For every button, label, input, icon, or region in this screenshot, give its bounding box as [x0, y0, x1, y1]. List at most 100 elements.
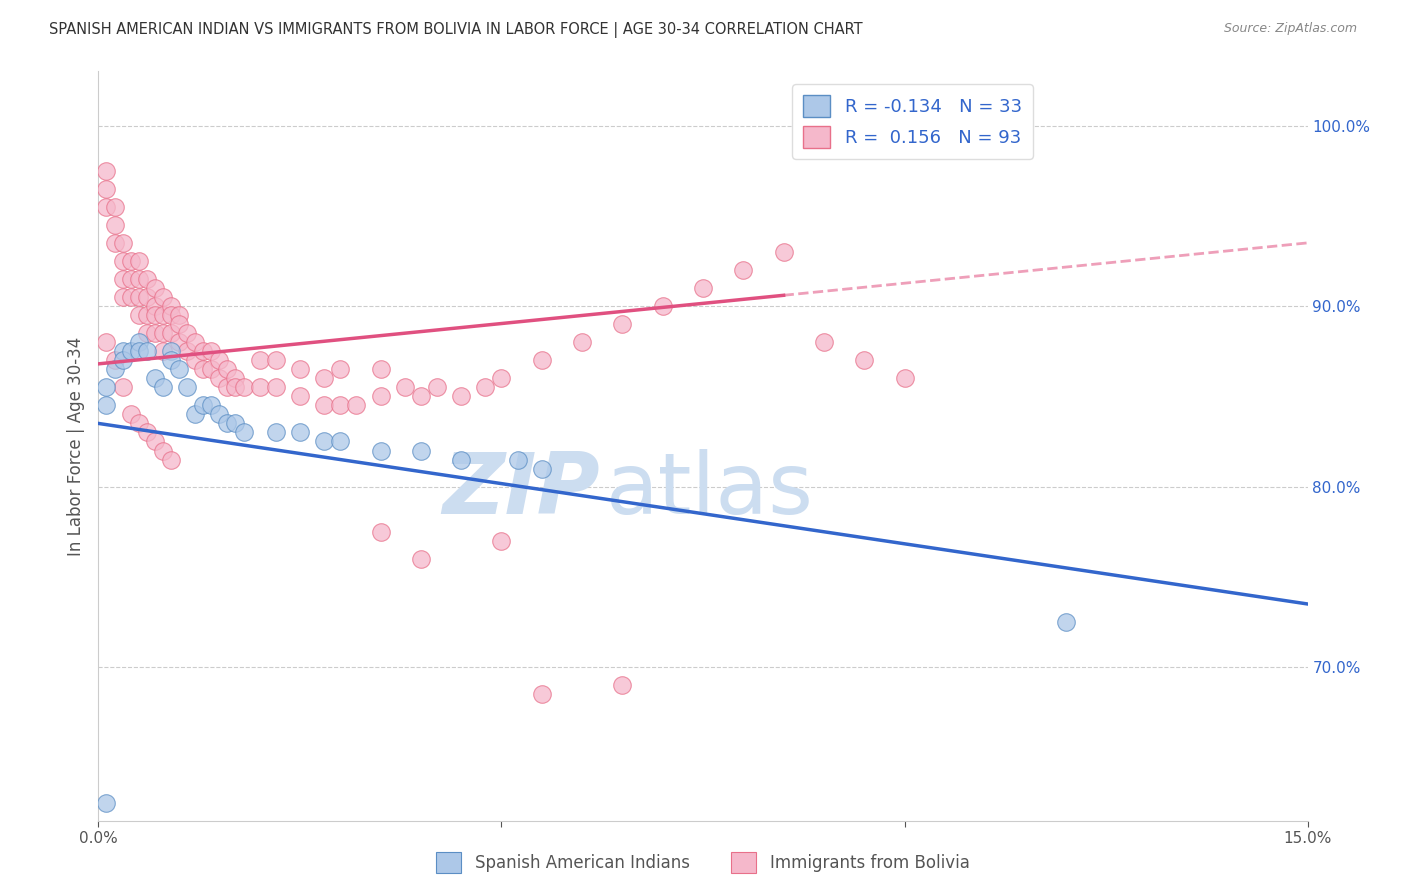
Point: [571, 335, 593, 350]
Point: [143, 434, 166, 449]
Y-axis label: In Labor Force | Age 30-34: In Labor Force | Age 30-34: [66, 336, 84, 556]
Point: [370, 524, 392, 539]
Point: [329, 434, 352, 449]
Point: [96, 200, 118, 214]
Point: [160, 326, 183, 340]
Point: [184, 335, 207, 350]
Point: [264, 353, 287, 368]
Point: [135, 290, 157, 304]
Point: [200, 398, 222, 412]
Point: [128, 272, 150, 286]
Point: [249, 353, 271, 368]
Point: [370, 389, 392, 403]
Point: [135, 344, 157, 359]
Point: [474, 380, 496, 394]
Point: [344, 398, 367, 412]
Point: [224, 380, 246, 394]
Point: [160, 353, 183, 368]
Point: [193, 344, 215, 359]
Point: [135, 272, 157, 286]
Point: [120, 272, 142, 286]
Point: [409, 389, 432, 403]
Point: [288, 389, 311, 403]
Point: [152, 308, 174, 322]
Point: [111, 353, 134, 368]
Point: [193, 398, 215, 412]
Point: [217, 417, 239, 431]
Point: [853, 353, 876, 368]
Point: [167, 362, 190, 376]
Point: [128, 335, 150, 350]
Point: [224, 371, 246, 385]
Point: [111, 235, 134, 250]
Point: [167, 308, 190, 322]
Point: [530, 353, 553, 368]
Point: [103, 362, 125, 376]
Point: [128, 254, 150, 268]
Point: [96, 335, 118, 350]
Point: [167, 317, 190, 331]
Point: [612, 317, 634, 331]
Point: [232, 425, 254, 440]
Point: [152, 380, 174, 394]
Point: [208, 353, 231, 368]
Point: [128, 290, 150, 304]
Point: [111, 254, 134, 268]
Point: [217, 362, 239, 376]
Point: [120, 254, 142, 268]
Point: [184, 408, 207, 422]
Text: atlas: atlas: [606, 450, 814, 533]
Point: [135, 425, 157, 440]
Point: [160, 452, 183, 467]
Point: [160, 344, 183, 359]
Point: [128, 308, 150, 322]
Point: [288, 425, 311, 440]
Point: [1054, 615, 1077, 629]
Point: [370, 362, 392, 376]
Point: [152, 326, 174, 340]
Point: [160, 299, 183, 313]
Point: [394, 380, 416, 394]
Point: [176, 326, 198, 340]
Point: [409, 552, 432, 566]
Point: [772, 244, 794, 259]
Point: [370, 443, 392, 458]
Point: [733, 263, 755, 277]
Point: [96, 182, 118, 196]
Point: [530, 687, 553, 701]
Point: [120, 408, 142, 422]
Point: [184, 353, 207, 368]
Point: [329, 398, 352, 412]
Point: [506, 452, 529, 467]
Point: [264, 380, 287, 394]
Point: [314, 398, 336, 412]
Point: [111, 272, 134, 286]
Point: [224, 417, 246, 431]
Point: [143, 299, 166, 313]
Point: [450, 452, 472, 467]
Legend: Spanish American Indians, Immigrants from Bolivia: Spanish American Indians, Immigrants fro…: [430, 846, 976, 880]
Point: [167, 335, 190, 350]
Point: [491, 533, 513, 548]
Point: [152, 443, 174, 458]
Point: [96, 398, 118, 412]
Point: [111, 344, 134, 359]
Point: [450, 389, 472, 403]
Point: [200, 344, 222, 359]
Point: [288, 362, 311, 376]
Point: [314, 371, 336, 385]
Point: [249, 380, 271, 394]
Point: [152, 290, 174, 304]
Point: [813, 335, 835, 350]
Text: SPANISH AMERICAN INDIAN VS IMMIGRANTS FROM BOLIVIA IN LABOR FORCE | AGE 30-34 CO: SPANISH AMERICAN INDIAN VS IMMIGRANTS FR…: [49, 22, 863, 38]
Point: [96, 163, 118, 178]
Point: [329, 362, 352, 376]
Point: [103, 200, 125, 214]
Legend: R = -0.134   N = 33, R =  0.156   N = 93: R = -0.134 N = 33, R = 0.156 N = 93: [792, 84, 1032, 159]
Point: [143, 308, 166, 322]
Point: [893, 371, 915, 385]
Point: [143, 371, 166, 385]
Point: [111, 380, 134, 394]
Point: [111, 290, 134, 304]
Point: [176, 380, 198, 394]
